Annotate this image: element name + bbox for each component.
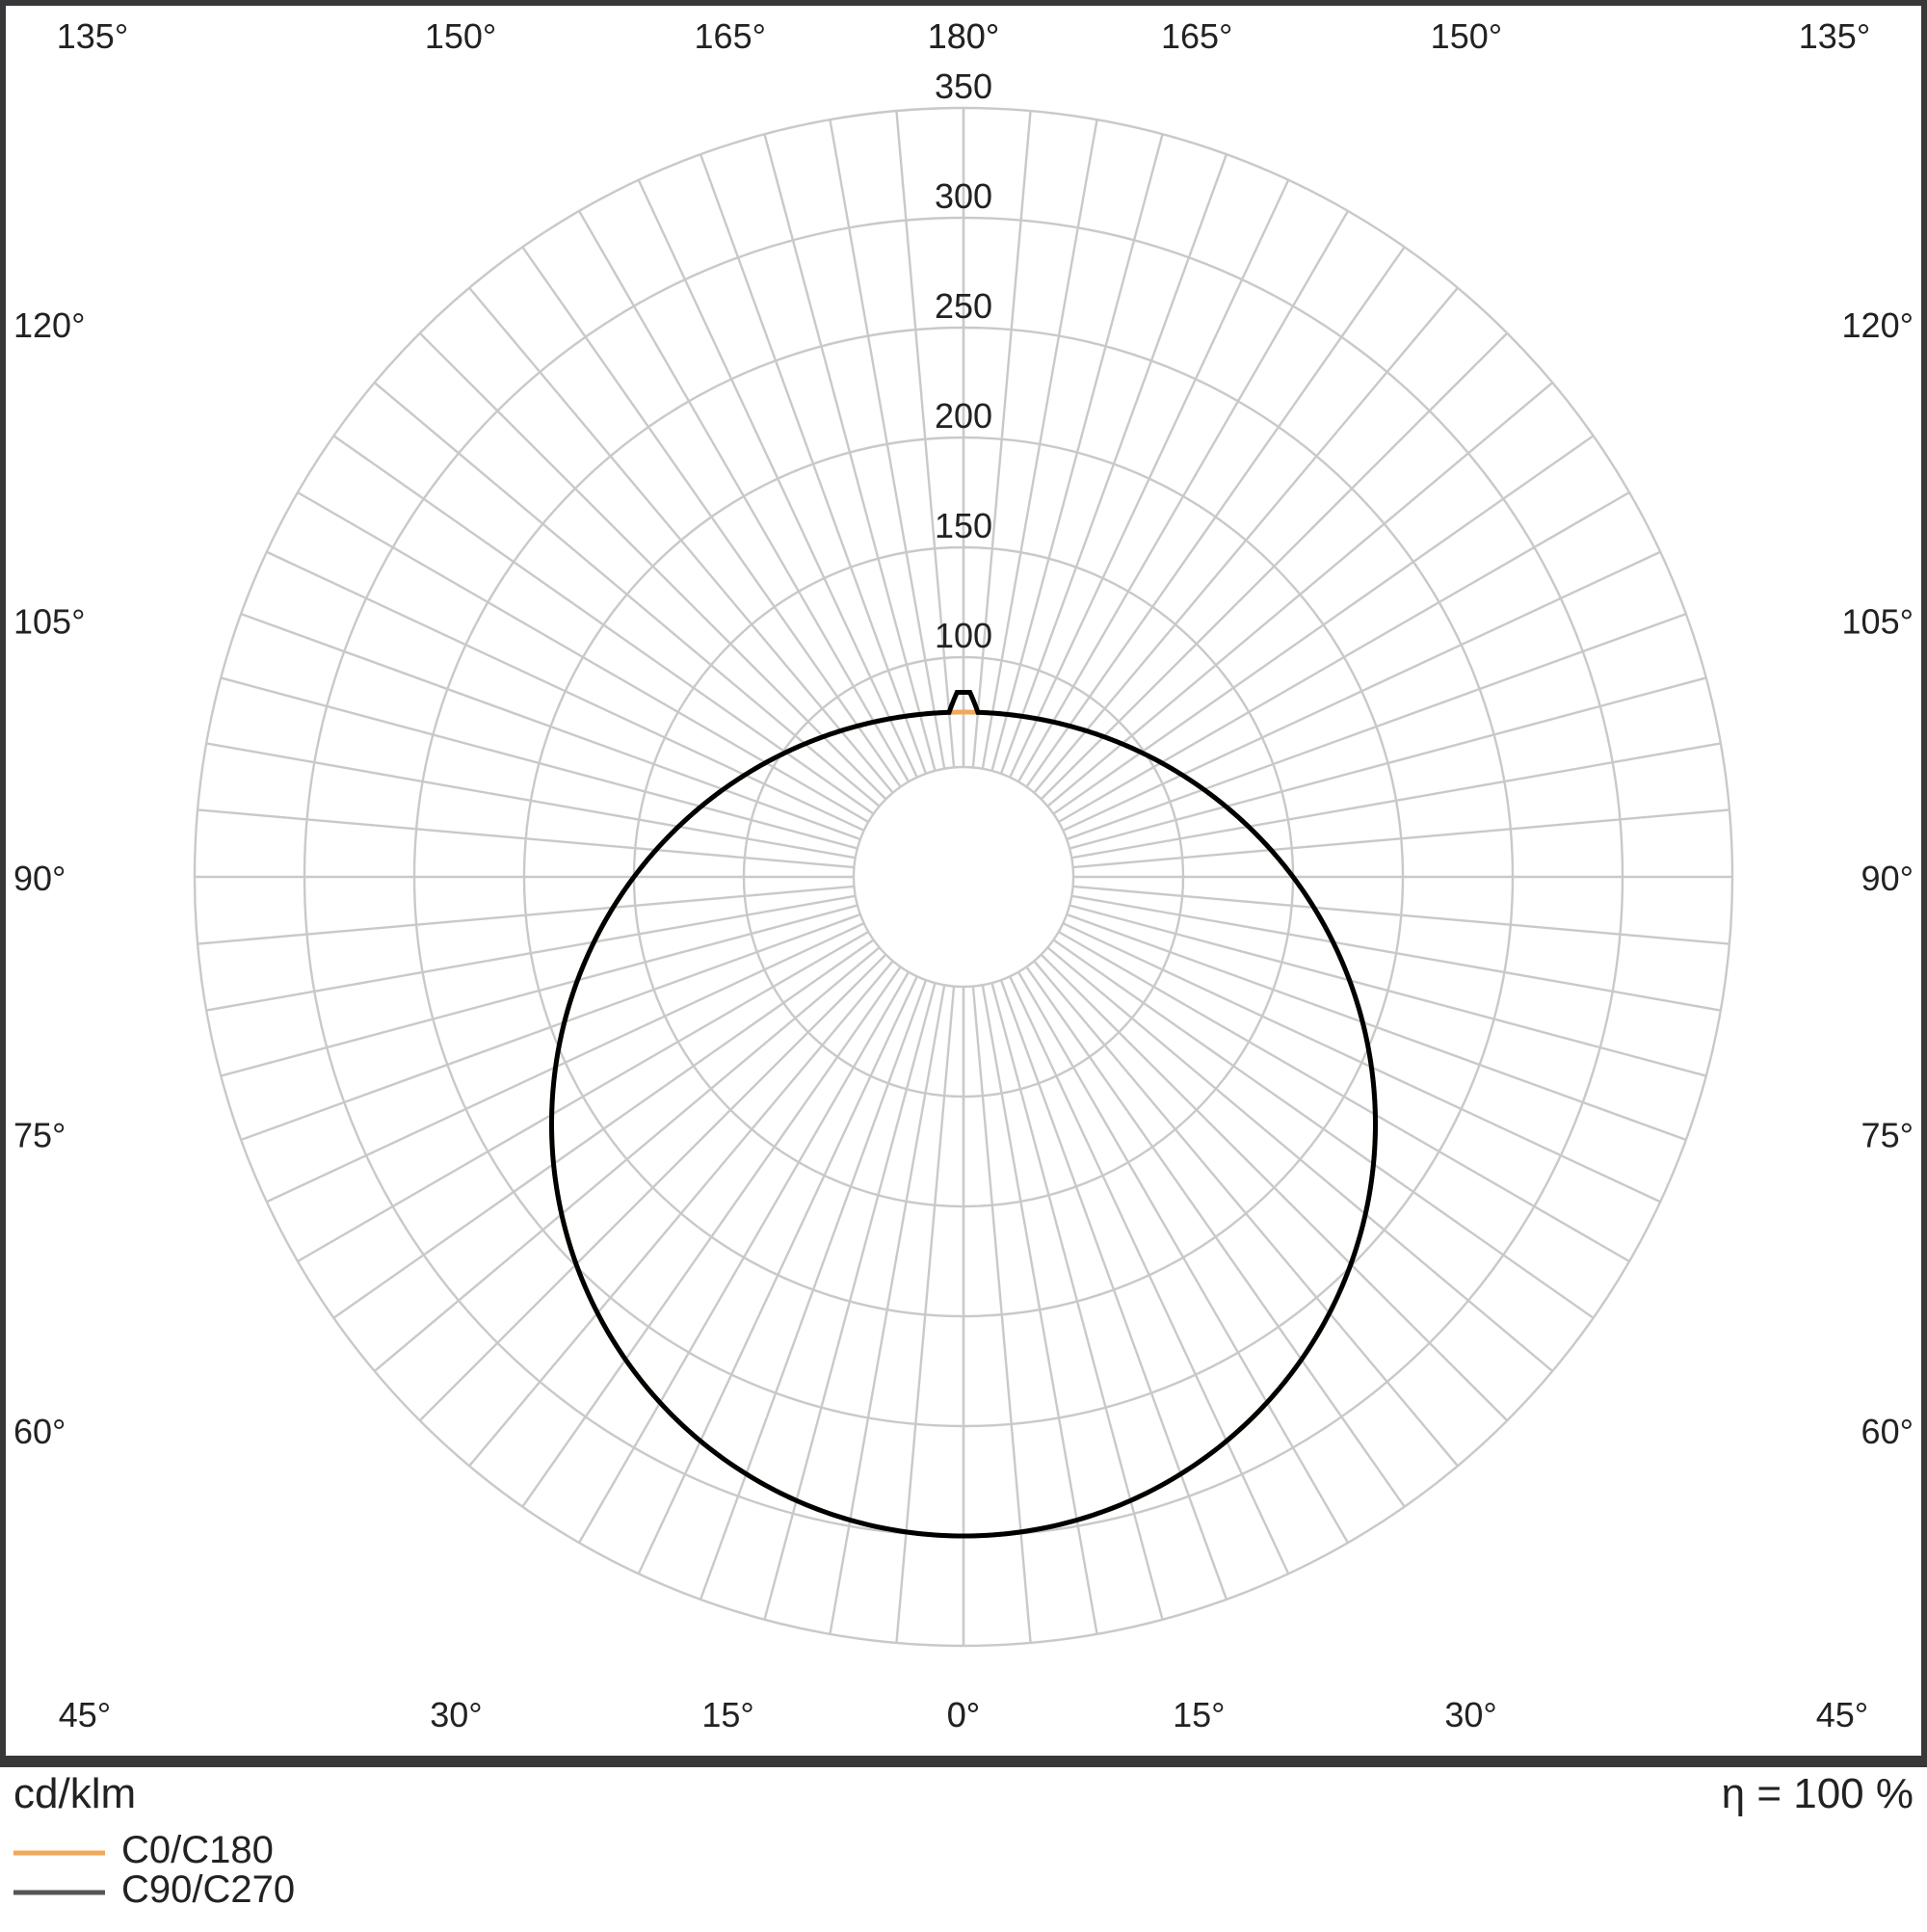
svg-text:180°: 180°: [928, 16, 999, 56]
svg-text:90°: 90°: [13, 859, 66, 898]
svg-text:15°: 15°: [1173, 1695, 1225, 1734]
svg-text:105°: 105°: [13, 602, 85, 642]
svg-text:30°: 30°: [1444, 1695, 1496, 1734]
svg-text:C0/C180: C0/C180: [121, 1829, 274, 1871]
svg-text:135°: 135°: [57, 16, 128, 56]
svg-text:100: 100: [935, 616, 992, 655]
svg-text:120°: 120°: [1842, 305, 1914, 345]
svg-text:200: 200: [935, 396, 992, 436]
svg-text:250: 250: [935, 286, 992, 326]
svg-text:15°: 15°: [701, 1695, 753, 1734]
svg-text:150°: 150°: [1431, 16, 1502, 56]
svg-text:135°: 135°: [1799, 16, 1870, 56]
svg-text:60°: 60°: [1861, 1412, 1914, 1451]
svg-text:30°: 30°: [430, 1695, 482, 1734]
svg-text:75°: 75°: [13, 1115, 66, 1154]
svg-text:75°: 75°: [1861, 1115, 1914, 1154]
svg-text:C90/C270: C90/C270: [121, 1868, 295, 1911]
svg-text:90°: 90°: [1861, 859, 1914, 898]
svg-text:60°: 60°: [13, 1412, 66, 1451]
svg-text:cd/klm: cd/klm: [13, 1770, 136, 1817]
svg-text:150: 150: [935, 506, 992, 545]
svg-text:η = 100 %: η = 100 %: [1722, 1770, 1914, 1817]
svg-text:165°: 165°: [1161, 16, 1232, 56]
svg-text:45°: 45°: [59, 1695, 111, 1734]
svg-text:120°: 120°: [13, 305, 85, 345]
svg-text:45°: 45°: [1816, 1695, 1868, 1734]
svg-text:105°: 105°: [1842, 602, 1914, 642]
svg-text:300: 300: [935, 176, 992, 216]
svg-text:350: 350: [935, 66, 992, 106]
svg-text:0°: 0°: [947, 1695, 980, 1734]
svg-text:150°: 150°: [425, 16, 496, 56]
svg-text:165°: 165°: [695, 16, 766, 56]
